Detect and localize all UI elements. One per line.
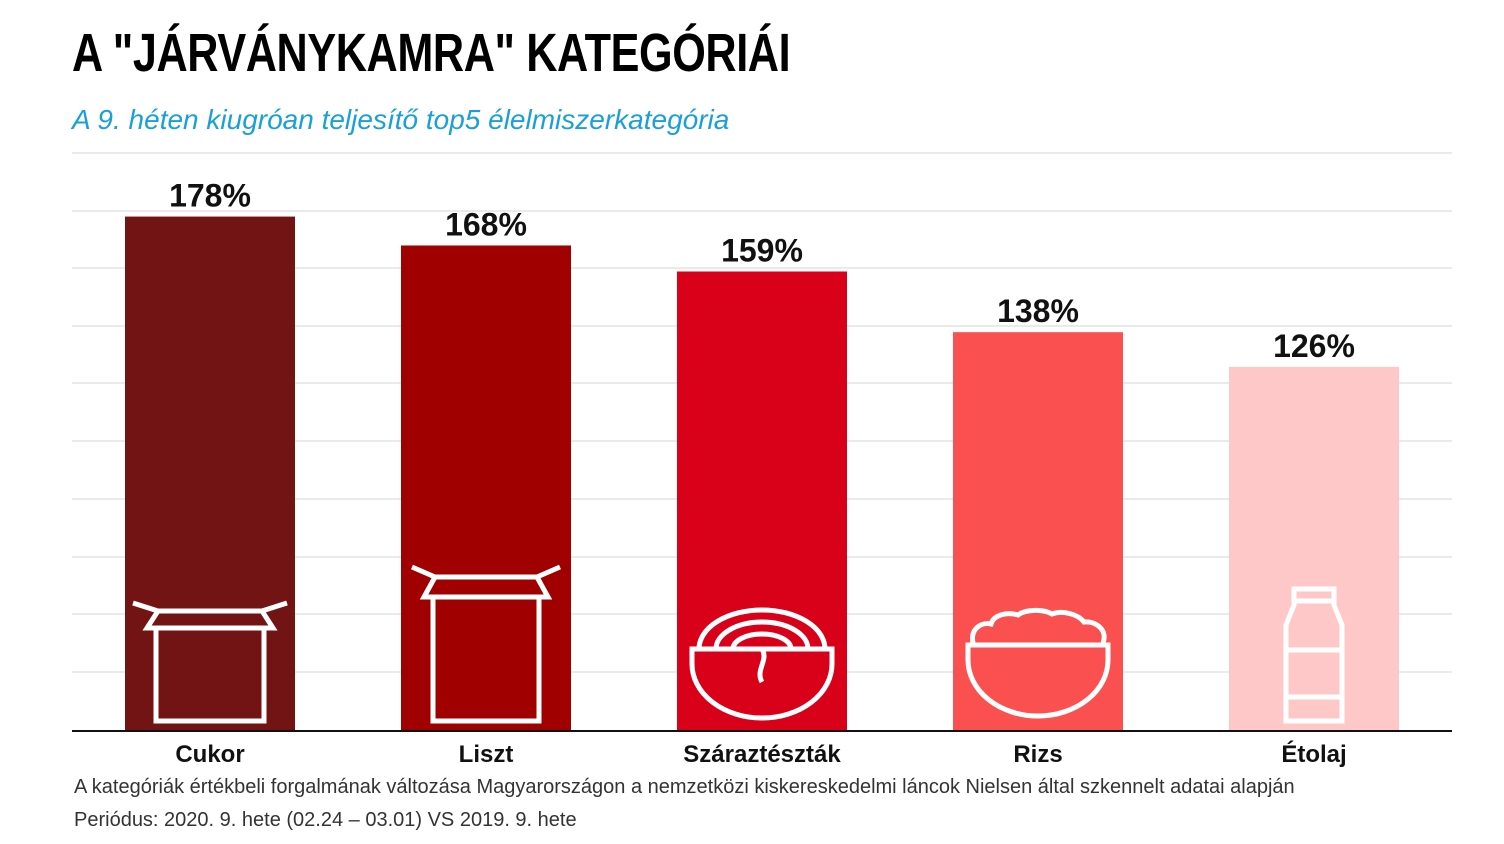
rice-bowl-icon bbox=[965, 607, 1111, 719]
bar bbox=[1229, 366, 1399, 731]
bar-group: 126% Étolaj bbox=[1229, 328, 1399, 768]
tall-box-icon bbox=[411, 564, 561, 724]
open-box-icon bbox=[132, 600, 288, 724]
x-tick-label: Cukor bbox=[175, 741, 244, 768]
chart-title: A "JÁRVÁNYKAMRA" KATEGÓRIÁI bbox=[72, 23, 791, 83]
x-tick-label: Száraztészták bbox=[683, 741, 841, 768]
x-tick-label: Étolaj bbox=[1281, 740, 1346, 768]
bar-group: 159% Száraztészták bbox=[677, 232, 847, 768]
bar-group: 178% Cukor bbox=[125, 178, 295, 768]
bar-group: 168% Liszt bbox=[401, 206, 571, 768]
data-label: 138% bbox=[997, 293, 1079, 329]
footnote-source: A kategóriák értékbeli forgalmának válto… bbox=[74, 776, 1295, 798]
bar-group: 138% Rizs bbox=[953, 293, 1123, 768]
data-label: 178% bbox=[169, 178, 251, 214]
bar bbox=[401, 245, 571, 732]
bar bbox=[953, 332, 1123, 731]
x-tick-label: Liszt bbox=[459, 741, 514, 768]
oil-bottle-icon bbox=[1283, 586, 1345, 724]
data-label: 159% bbox=[721, 232, 803, 268]
data-label: 126% bbox=[1273, 328, 1355, 364]
bar bbox=[125, 216, 295, 731]
noodle-bowl-icon bbox=[689, 607, 835, 721]
x-tick-label: Rizs bbox=[1013, 741, 1062, 768]
data-label: 168% bbox=[445, 206, 527, 242]
footnote-period: Periódus: 2020. 9. hete (02.24 – 03.01) … bbox=[74, 809, 577, 831]
chart-subtitle: A 9. héten kiugróan teljesítő top5 élelm… bbox=[72, 104, 730, 135]
